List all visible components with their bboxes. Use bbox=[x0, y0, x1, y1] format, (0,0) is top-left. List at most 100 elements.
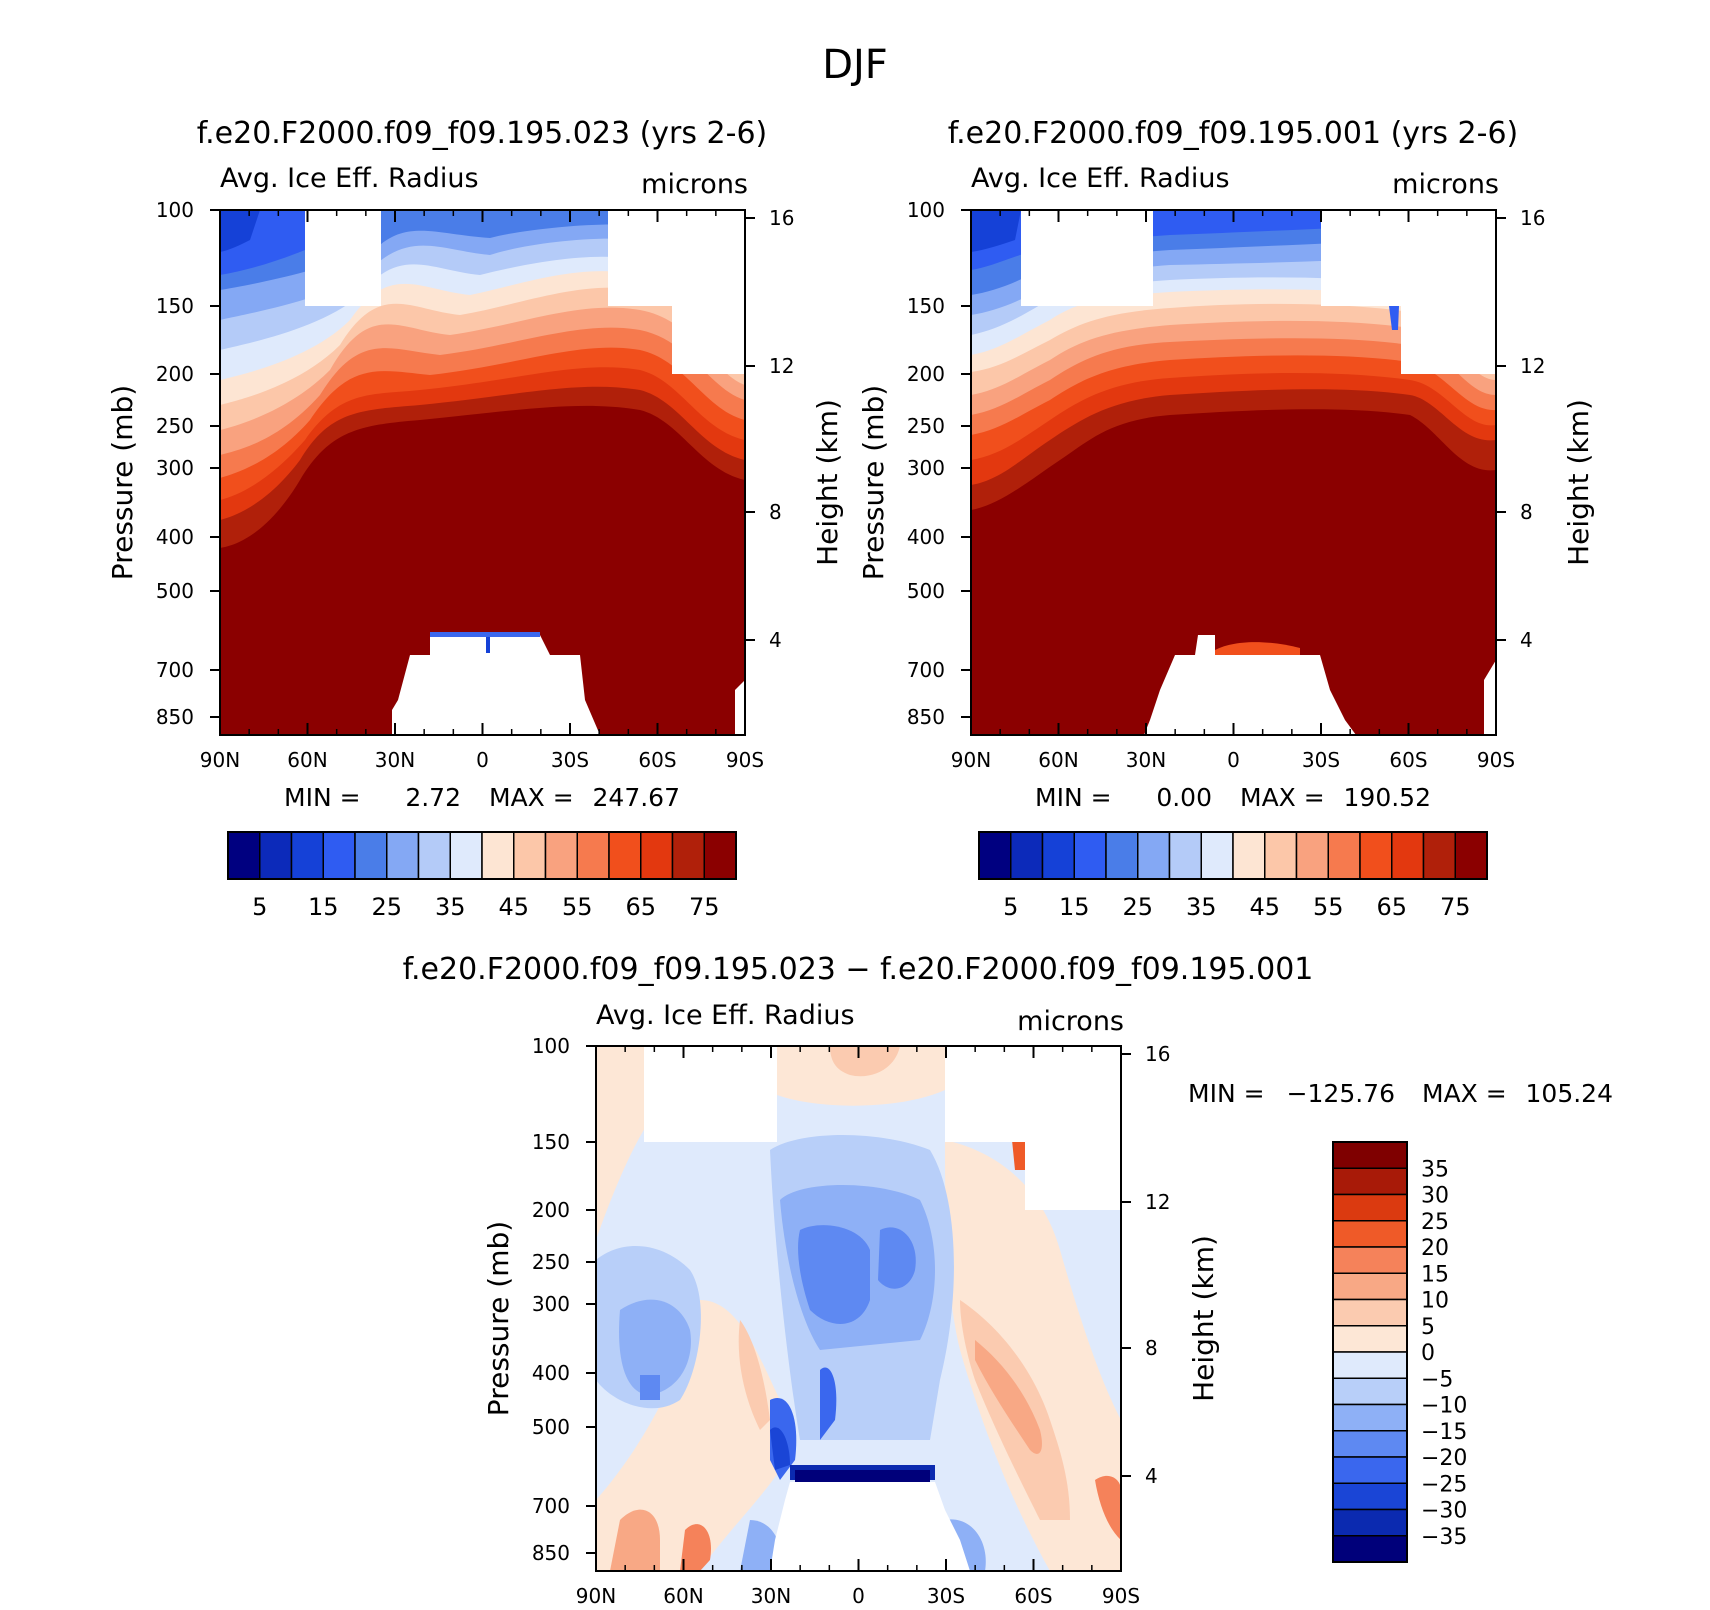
colorbar-label: 10 bbox=[1421, 1289, 1449, 1314]
colorbar-swatch bbox=[1332, 1193, 1408, 1222]
y-tick-label: 300 bbox=[532, 1292, 570, 1316]
colorbar-swatch bbox=[227, 831, 261, 880]
panel-023-colorbar: 5 15 25 35 45 55 65 75 bbox=[227, 831, 737, 921]
stat-min-value: 0.00 bbox=[1156, 783, 1212, 812]
height-tick-label: 12 bbox=[769, 354, 794, 378]
colorbar-swatch bbox=[1332, 1351, 1408, 1379]
y-axis-title: Pressure (mb) bbox=[106, 385, 139, 580]
colorbar-swatch bbox=[322, 831, 356, 880]
colorbar-swatch bbox=[354, 831, 388, 880]
colorbar-swatch bbox=[978, 831, 1012, 880]
height-tick-label: 12 bbox=[1145, 1190, 1170, 1214]
panel-diff-field bbox=[596, 1046, 1121, 1571]
colorbar-label: 20 bbox=[1421, 1236, 1449, 1261]
height-tick-label: 8 bbox=[1145, 1336, 1158, 1360]
panel-023: f.e20.F2000.f09_f09.195.023 (yrs 2-6) Av… bbox=[197, 116, 767, 736]
colorbar-swatch bbox=[608, 831, 642, 880]
colorbar-label: 25 bbox=[371, 893, 402, 921]
stat-min-label: MIN = bbox=[1035, 783, 1112, 812]
colorbar-swatch bbox=[671, 831, 705, 880]
colorbar-swatch bbox=[259, 831, 293, 880]
panel-001-stats: MIN = 0.00 MAX = 190.52 bbox=[1035, 783, 1431, 812]
stat-min-value: −125.76 bbox=[1287, 1079, 1395, 1108]
colorbar-swatch bbox=[1422, 831, 1456, 880]
y-tick-label: 300 bbox=[907, 456, 945, 480]
panel-023-title: f.e20.F2000.f09_f09.195.023 (yrs 2-6) bbox=[197, 116, 767, 151]
colorbar-swatch bbox=[1010, 831, 1044, 880]
y-tick-label: 100 bbox=[156, 198, 194, 222]
x-tick-label: 0 bbox=[476, 748, 489, 772]
y-tick-label: 850 bbox=[907, 705, 945, 729]
colorbar-swatch bbox=[1332, 1456, 1408, 1484]
y-tick-label: 100 bbox=[907, 198, 945, 222]
colorbar-swatch bbox=[417, 831, 451, 880]
colorbar-swatch bbox=[1454, 831, 1488, 880]
colorbar-swatch bbox=[1332, 1141, 1408, 1169]
colorbar-swatch bbox=[1332, 1246, 1408, 1274]
x-tick-label: 60N bbox=[663, 1584, 703, 1608]
y2-axis-title: Height (km) bbox=[1562, 399, 1595, 566]
stat-min-value: 2.72 bbox=[405, 783, 461, 812]
colorbar-swatch bbox=[1073, 831, 1107, 880]
colorbar-swatch bbox=[449, 831, 483, 880]
height-tick-label: 8 bbox=[1520, 500, 1533, 524]
panel-diff-units-label: microns bbox=[1017, 1006, 1124, 1037]
y-tick-label: 400 bbox=[156, 525, 194, 549]
y-tick-label: 200 bbox=[156, 362, 194, 386]
height-tick-label: 16 bbox=[769, 206, 794, 230]
colorbar-swatch bbox=[703, 831, 737, 880]
panel-diff-stats: MIN = −125.76 MAX = 105.24 bbox=[1188, 1079, 1613, 1108]
colorbar-swatch bbox=[1105, 831, 1139, 880]
colorbar-label: −25 bbox=[1421, 1472, 1467, 1497]
y-axis-title: Pressure (mb) bbox=[482, 1221, 515, 1416]
colorbar-swatch bbox=[544, 831, 578, 880]
y-tick-label: 200 bbox=[532, 1198, 570, 1222]
panel-001-colorbar: 5 15 25 35 45 55 65 75 bbox=[978, 831, 1488, 921]
panel-diff: f.e20.F2000.f09_f09.195.023 − f.e20.F200… bbox=[403, 952, 1314, 1572]
panel-diff-title: f.e20.F2000.f09_f09.195.023 − f.e20.F200… bbox=[403, 952, 1314, 987]
x-tick-label: 60S bbox=[1389, 748, 1427, 772]
colorbar-label: −10 bbox=[1421, 1394, 1467, 1419]
colorbar-label: −30 bbox=[1421, 1499, 1467, 1524]
x-tick-label: 30N bbox=[751, 1584, 791, 1608]
colorbar-swatch bbox=[1332, 1325, 1408, 1353]
panel-diff-variable-label: Avg. Ice Eff. Radius bbox=[596, 1000, 855, 1031]
colorbar-label: 15 bbox=[308, 893, 339, 921]
y-tick-label: 250 bbox=[532, 1250, 570, 1274]
x-tick-label: 90S bbox=[1102, 1584, 1140, 1608]
colorbar-swatch bbox=[1041, 831, 1075, 880]
x-tick-label: 90S bbox=[1477, 748, 1515, 772]
colorbar-label: 25 bbox=[1421, 1210, 1449, 1235]
panel-001-field bbox=[971, 210, 1496, 735]
y2-axis-title: Height (km) bbox=[811, 399, 844, 566]
y-tick-label: 300 bbox=[156, 456, 194, 480]
colorbar-frame bbox=[978, 831, 1488, 880]
panel-001-variable-label: Avg. Ice Eff. Radius bbox=[971, 163, 1230, 194]
colorbar-swatch bbox=[1332, 1403, 1408, 1432]
colorbar-swatch bbox=[1332, 1430, 1408, 1458]
colorbar-swatch bbox=[386, 831, 420, 880]
height-tick-label: 12 bbox=[1520, 354, 1545, 378]
y-tick-label: 150 bbox=[156, 294, 194, 318]
panel-023-units-label: microns bbox=[641, 169, 748, 200]
height-tick-label: 4 bbox=[1520, 628, 1533, 652]
colorbar-label: 30 bbox=[1421, 1184, 1449, 1209]
y-tick-label: 200 bbox=[907, 362, 945, 386]
panel-023-field bbox=[220, 210, 745, 735]
height-tick-label: 4 bbox=[1145, 1464, 1158, 1488]
colorbar-swatch bbox=[1332, 1298, 1408, 1327]
colorbar-swatch bbox=[1232, 831, 1266, 880]
panel-001-title: f.e20.F2000.f09_f09.195.001 (yrs 2-6) bbox=[948, 116, 1518, 151]
colorbar-swatch bbox=[1332, 1508, 1408, 1537]
colorbar-label: −5 bbox=[1421, 1367, 1453, 1392]
colorbar-label: 35 bbox=[435, 893, 466, 921]
panel-023-stats: MIN = 2.72 MAX = 247.67 bbox=[284, 783, 680, 812]
y-tick-label: 500 bbox=[532, 1415, 570, 1439]
panel-001-axes: 90N 60N 30N 0 30S 60S 90S 100 150 200 250 300 400 500… bbox=[857, 198, 1595, 772]
colorbar-swatch bbox=[513, 831, 547, 880]
height-tick-label: 16 bbox=[1145, 1042, 1170, 1066]
height-tick-label: 16 bbox=[1520, 206, 1545, 230]
colorbar-swatch bbox=[1264, 831, 1298, 880]
